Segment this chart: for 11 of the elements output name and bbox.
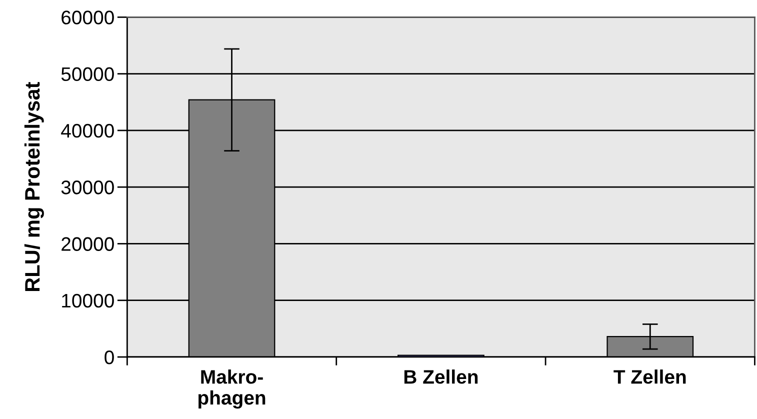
- y-tick-label: 60000: [62, 10, 114, 24]
- x-tick-label: B Zellen: [404, 369, 478, 384]
- y-tick-label: 30000: [61, 180, 114, 194]
- y-tick-label: 50000: [61, 67, 114, 82]
- y-tick-label: 10000: [62, 294, 114, 308]
- x-tick-label: T Zellen: [614, 369, 686, 384]
- y-axis-title: RLU/ mg Proteinlysat: [24, 82, 44, 292]
- x-tick-label: Makro- phagen: [198, 369, 266, 409]
- y-tick-label: 40000: [61, 124, 114, 138]
- y-tick-label: 0: [104, 350, 114, 364]
- y-tick-label: 20000: [62, 237, 114, 251]
